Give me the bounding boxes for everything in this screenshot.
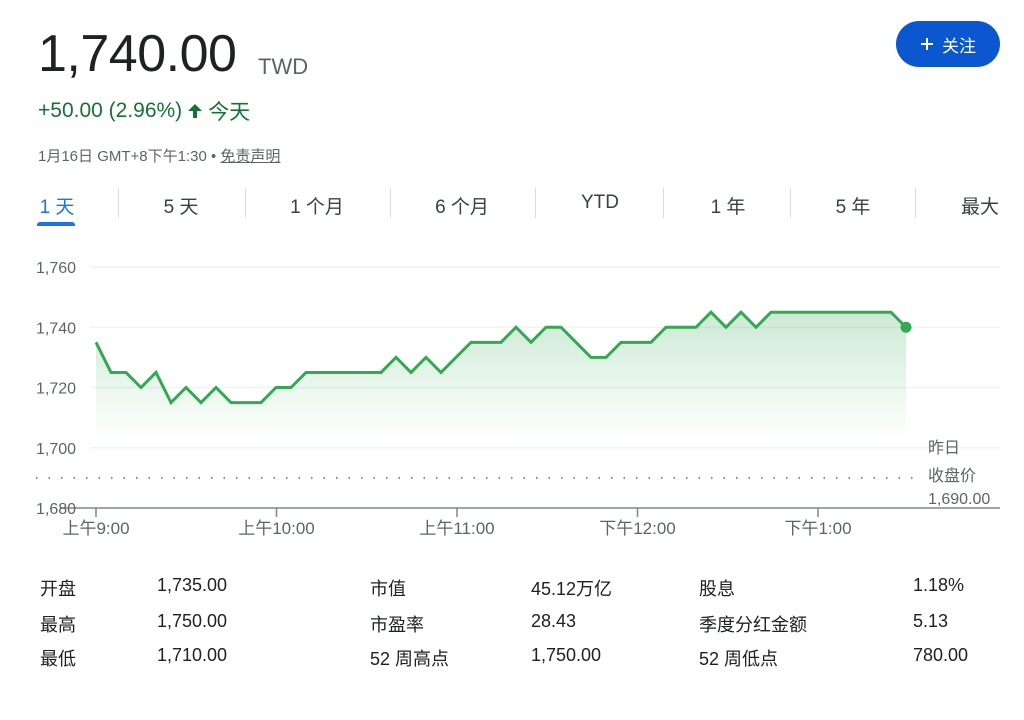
- current-price: 1,740.00: [38, 25, 237, 83]
- y-tick-label: 1,760: [36, 260, 76, 277]
- stat-value: 1,750.00: [157, 611, 228, 631]
- stat-value: 1.18%: [913, 575, 965, 595]
- stat-value: 28.43: [531, 611, 577, 631]
- tab-5-years[interactable]: 5 年: [835, 197, 871, 218]
- stat-label: 股息: [699, 579, 735, 599]
- tab-5-days[interactable]: 5 天: [163, 197, 199, 218]
- arrow-up-icon: [188, 104, 203, 118]
- current-price-dot: [900, 321, 912, 333]
- stat-value: 45.12万亿: [531, 579, 613, 599]
- stat-value: 1,750.00: [531, 645, 602, 665]
- stat-label: 市盈率: [370, 615, 424, 635]
- plus-icon: [921, 38, 933, 50]
- tab-1-year[interactable]: 1 年: [710, 197, 746, 218]
- y-tick-label: 1,700: [36, 441, 76, 458]
- stat-label: 最低: [40, 649, 76, 669]
- prev-close-value: 1,690.00: [928, 491, 990, 508]
- tab-ytd[interactable]: YTD: [581, 192, 619, 213]
- currency-label: TWD: [258, 54, 309, 79]
- price-change: +50.00 (2.96%) 今天: [38, 96, 250, 126]
- follow-label: 关注: [942, 36, 976, 56]
- y-tick-label: 1,720: [36, 381, 76, 398]
- price-area-fill: [96, 312, 906, 440]
- tab-max[interactable]: 最大: [960, 197, 1000, 218]
- tab-1-month[interactable]: 1 个月: [290, 197, 344, 218]
- y-tick-label: 1,680: [36, 501, 76, 518]
- change-value: +50.00 (2.96%): [38, 99, 183, 122]
- stat-value: 1,735.00: [157, 575, 228, 595]
- prev-close-label-2: 收盘价: [928, 466, 976, 485]
- stat-label: 最高: [40, 615, 76, 635]
- tab-divider: [245, 188, 246, 218]
- stat-label: 季度分红金额: [699, 615, 807, 635]
- tab-1-day[interactable]: 1 天: [39, 197, 75, 218]
- tab-divider: [663, 188, 664, 218]
- x-tick-label: 下午1:00: [784, 519, 851, 538]
- tab-divider: [790, 188, 791, 218]
- x-tick-label: 上午9:00: [62, 519, 129, 538]
- disclaimer-link[interactable]: 免责声明: [220, 148, 281, 165]
- x-tick-label: 上午10:00: [238, 519, 315, 538]
- stat-value: 5.13: [913, 611, 949, 631]
- tab-divider: [118, 188, 119, 218]
- stat-label: 52 周高点: [370, 649, 450, 669]
- timestamp-line: 1月16日 GMT+8下午1:30 • 免责声明: [38, 145, 280, 166]
- timestamp: 1月16日 GMT+8下午1:30 •: [38, 148, 217, 165]
- active-tab-indicator: [37, 222, 75, 226]
- stat-label: 市值: [370, 579, 406, 599]
- price-line: [94, 310, 908, 406]
- stat-label: 开盘: [40, 579, 76, 599]
- x-tick-label: 下午12:00: [599, 519, 676, 538]
- prev-close-label-1: 昨日: [928, 439, 960, 457]
- stat-value: 1,710.00: [157, 645, 228, 665]
- tab-divider: [390, 188, 391, 218]
- tab-6-months[interactable]: 6 个月: [435, 197, 489, 218]
- x-tick-label: 上午11:00: [419, 519, 494, 538]
- stat-value: 780.00: [913, 645, 969, 665]
- y-tick-label: 1,740: [36, 320, 76, 337]
- tab-divider: [915, 188, 916, 218]
- follow-button[interactable]: 关注: [896, 21, 1000, 67]
- tab-divider: [535, 188, 536, 218]
- stat-label: 52 周低点: [699, 649, 779, 669]
- change-period: 今天: [208, 101, 251, 124]
